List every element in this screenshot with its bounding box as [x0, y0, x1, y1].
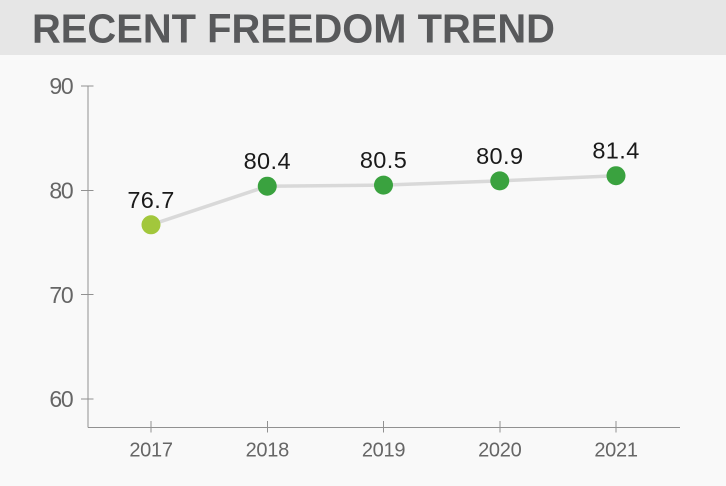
svg-text:76.7: 76.7: [127, 187, 174, 213]
svg-text:2020: 2020: [478, 440, 521, 462]
svg-text:80.5: 80.5: [360, 147, 407, 173]
svg-text:90: 90: [49, 73, 73, 99]
svg-text:2018: 2018: [246, 440, 289, 462]
svg-text:2019: 2019: [362, 440, 405, 462]
svg-text:RECENT FREEDOM TREND: RECENT FREEDOM TREND: [32, 5, 555, 51]
svg-text:80: 80: [49, 178, 73, 204]
svg-text:2017: 2017: [129, 440, 172, 462]
svg-text:60: 60: [49, 386, 73, 412]
svg-text:80.4: 80.4: [244, 148, 291, 174]
svg-text:2021: 2021: [594, 440, 637, 462]
svg-text:81.4: 81.4: [592, 138, 639, 164]
svg-text:70: 70: [49, 282, 73, 308]
svg-text:80.9: 80.9: [476, 143, 523, 169]
